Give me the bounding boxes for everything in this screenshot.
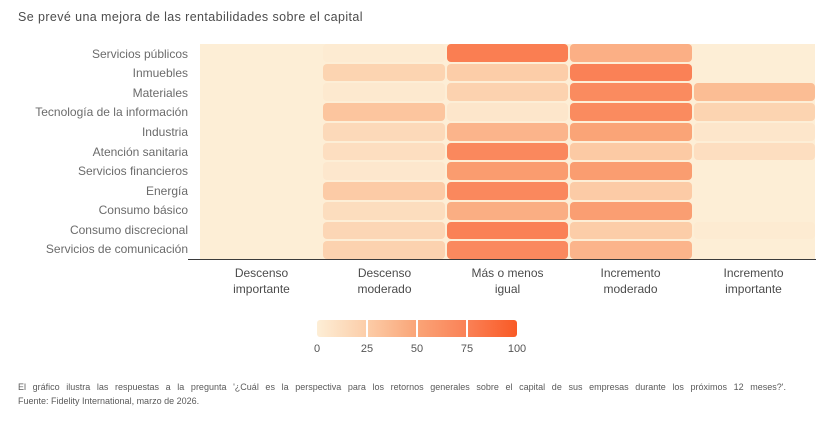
heatmap-cell — [200, 142, 322, 161]
footnote-source: Fuente: Fidelity International, marzo de… — [18, 395, 200, 406]
heatmap-cell — [323, 103, 445, 121]
heatmap-cell — [323, 63, 445, 82]
heatmap-cell — [323, 83, 445, 102]
heatmap-cell — [570, 182, 692, 200]
heatmap-cell — [570, 63, 692, 82]
column-label: Descenso moderado — [357, 266, 412, 296]
footnote: El gráfico ilustra las respuestas a la p… — [18, 381, 786, 409]
column-label: Más o menos igual — [471, 266, 544, 296]
row-label: Consumo básico — [98, 203, 188, 218]
heatmap-cell — [570, 142, 692, 161]
heatmap-cell — [693, 142, 815, 161]
column-label: Incremento importante — [723, 266, 784, 296]
heatmap-cell — [200, 162, 322, 181]
heatmap-cell — [570, 241, 692, 259]
heatmap-cell — [693, 221, 815, 240]
row-label: Servicios de comunicación — [45, 242, 188, 257]
heatmap-cell — [446, 44, 569, 62]
heatmap-cell — [446, 83, 569, 102]
row-label: Energía — [145, 183, 188, 198]
heatmap-cell — [693, 122, 815, 141]
legend-separator — [466, 320, 468, 337]
legend-tick-label: 75 — [460, 343, 474, 355]
heatmap-cell — [200, 221, 322, 240]
heatmap-cell — [570, 162, 692, 181]
legend-tick-label: 100 — [507, 343, 527, 355]
heatmap-cell — [200, 201, 322, 220]
heatmap-cell — [200, 83, 322, 102]
row-label: Inmuebles — [132, 66, 188, 81]
chart-title: Se prevé una mejora de las rentabilidade… — [18, 10, 363, 24]
heatmap-cell — [570, 103, 692, 121]
heatmap-cell — [693, 83, 815, 102]
heatmap-cell — [200, 63, 322, 82]
x-axis-labels: Descenso importante Descenso moderado Más … — [200, 266, 815, 297]
heatmap-cell — [446, 241, 569, 259]
x-axis-line — [188, 259, 816, 260]
legend-tick-label: 25 — [360, 343, 374, 355]
heatmap-cell — [446, 162, 569, 181]
legend-tick-label: 50 — [410, 343, 424, 355]
column-label: Descenso importante — [233, 266, 290, 296]
heatmap-cell — [693, 162, 815, 181]
y-axis-labels: Servicios públicos Inmuebles Materiales Tec… — [0, 44, 194, 259]
legend-tick-label: 0 — [313, 343, 321, 355]
heatmap-cell — [693, 63, 815, 82]
legend-separator — [416, 320, 418, 337]
heatmap-cell — [446, 182, 569, 200]
heatmap-cell — [323, 182, 445, 200]
heatmap-cell — [323, 241, 445, 259]
heatmap-cell — [323, 162, 445, 181]
row-label: Atención sanitaria — [92, 144, 188, 159]
heatmap-cell — [323, 201, 445, 220]
row-label: Industria — [141, 124, 188, 139]
row-label: Tecnología de la información — [35, 105, 188, 120]
heatmap-cell — [323, 142, 445, 161]
heatmap-cell — [323, 221, 445, 240]
heatmap-cell — [200, 103, 322, 121]
heatmap-grid — [200, 44, 815, 259]
heatmap-cell — [323, 44, 445, 62]
heatmap-cell — [693, 103, 815, 121]
heatmap-cell — [200, 122, 322, 141]
heatmap-cell — [693, 201, 815, 220]
row-label: Servicios financieros — [77, 164, 188, 179]
color-legend-bar — [317, 320, 517, 337]
column-label: Incremento moderado — [600, 266, 661, 296]
row-label: Materiales — [132, 85, 188, 100]
color-legend-ticks: 0 25 50 75 100 — [313, 343, 526, 357]
row-label: Consumo discrecional — [69, 222, 188, 237]
heatmap-cell — [570, 221, 692, 240]
row-label: Servicios públicos — [91, 46, 188, 61]
heatmap-cell — [323, 122, 445, 141]
heatmap-cell — [570, 44, 692, 62]
heatmap-cell — [693, 44, 815, 62]
heatmap-cell — [446, 63, 569, 82]
heatmap-cell — [446, 221, 569, 240]
heatmap-cell — [446, 122, 569, 141]
heatmap-cell — [693, 241, 815, 259]
heatmap-cell — [200, 241, 322, 259]
footnote-question: El gráfico ilustra las respuestas a la p… — [18, 382, 786, 392]
heatmap-cell — [200, 182, 322, 200]
heatmap-cell — [693, 182, 815, 200]
heatmap-cell — [200, 44, 322, 62]
heatmap-cell — [570, 201, 692, 220]
heatmap-cell — [446, 142, 569, 161]
heatmap-cell — [446, 103, 569, 121]
heatmap-cell — [446, 201, 569, 220]
heatmap-cell — [570, 83, 692, 102]
legend-separator — [366, 320, 368, 337]
heatmap-cell — [570, 122, 692, 141]
